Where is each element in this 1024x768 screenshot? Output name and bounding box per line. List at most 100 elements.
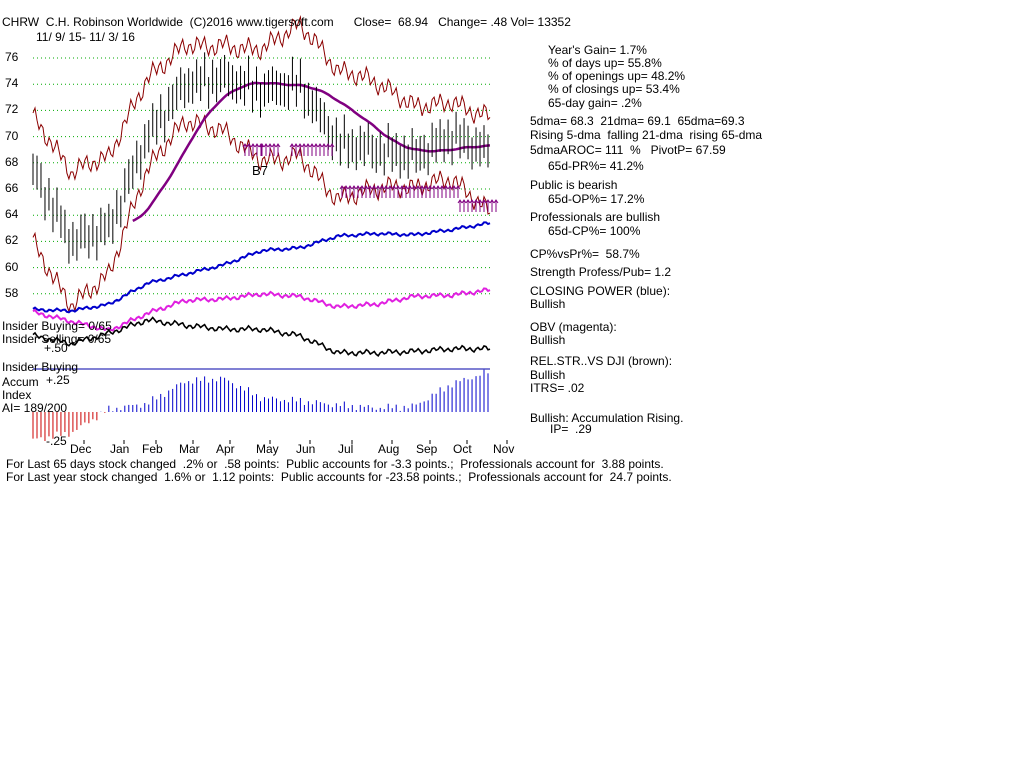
buy-arrow [359,185,365,198]
month-tick-nov: Nov [493,442,515,456]
buy-arrow [263,143,269,156]
month-tick-jan: Jan [110,442,130,456]
buy-arrow [375,185,381,198]
buy-arrow [391,185,397,198]
buy-arrow [493,199,499,212]
price-tick-68: 68 [5,154,19,169]
buy-arrow [419,185,425,198]
buy-arrow [443,185,449,198]
buy-arrow [399,185,405,198]
price-tick-58: 58 [5,285,19,300]
buy-arrow [321,143,327,156]
buy-arrows [242,143,499,212]
buy-arrow [473,199,479,212]
plus50-label: +.50 [44,341,68,355]
buy-arrow [439,185,445,198]
relstr-status: Bullish [530,368,566,382]
buy-arrow [289,143,295,156]
month-tick-may: May [256,442,279,456]
buy-arrow [457,199,463,212]
buy-arrow [343,185,349,198]
price-tick-74: 74 [5,76,19,91]
month-tick-sep: Sep [416,442,438,456]
relstr-title: REL.STR..VS DJI (brown): [530,354,673,368]
buy-arrow [293,143,299,156]
relative-strength-line [32,316,491,370]
cp: 65d-CP%= 100% [548,224,641,238]
buy-arrow [325,143,331,156]
buy-arrow [407,185,413,198]
volume-value: Vol= 13352 [510,15,571,29]
buy-arrow [447,185,453,198]
buy-arrow [267,143,273,156]
month-tick-feb: Feb [142,442,163,456]
buy-arrow [411,185,417,198]
change-value: Change= .48 [438,15,508,29]
buy-arrow [271,143,277,156]
footer-year: For Last year stock changed 1.6% or 1.12… [6,470,672,484]
rising-dma: Rising 5-dma falling 21-dma rising 65-dm… [530,128,763,142]
obv-title: OBV (magenta): [530,320,617,334]
closing-power-title: CLOSING POWER (blue): [530,284,671,298]
buy-arrow [339,185,345,198]
month-tick-jul: Jul [338,442,354,456]
ai-label: AI= 189/200 [2,401,68,415]
buy-arrow [309,143,315,156]
buy-arrow [387,185,393,198]
buy-arrow [379,185,385,198]
month-tick-aug: Aug [378,442,400,456]
buy-arrow [427,185,433,198]
price-tick-64: 64 [5,207,19,222]
accum-rising: Bullish: Accumulation Rising. [530,411,684,425]
buy-arrow [259,143,265,156]
buy-arrow [451,185,457,198]
buy-arrow [403,185,409,198]
rel-str-path [32,316,491,357]
closing-power-path [32,221,491,314]
month-tick-oct: Oct [453,442,472,456]
header-line: CHRW C.H. Robinson Worldwide (C)2016 www… [2,16,571,29]
index-label: Index [2,388,32,402]
buy-arrow [242,143,248,156]
buy-arrow [313,143,319,156]
buy-arrow [415,185,421,198]
buy-arrow [347,185,353,198]
buy-arrow [305,143,311,156]
buy-arrow [489,199,495,212]
buy-arrow [371,185,377,198]
ma-65-line [132,81,491,223]
buy-arrow [275,143,281,156]
op: 65d-OP%= 17.2% [548,192,645,206]
pr: 65d-PR%= 41.2% [548,159,644,173]
buy-arrow [423,185,429,198]
insider-buying-count: Insider Buying= 0/65 [2,319,112,333]
minus25-label: -.25 [46,434,67,448]
accumulation-index [32,369,489,442]
price-tick-62: 62 [5,233,19,248]
month-tick-dec: Dec [70,442,92,456]
obv-line [32,287,491,332]
accum-label: Accum [2,375,39,389]
price-tick-72: 72 [5,102,19,117]
buy-arrow [435,185,441,198]
buy-arrow [485,199,491,212]
strength: Strength Profess/Pub= 1.2 [530,265,672,279]
buy-arrow [469,199,475,212]
b7-signal: B7 [252,163,268,178]
aroc: 5dmaAROC= 111 % PivotP= 67.59 [530,143,726,157]
buy-arrow [461,199,467,212]
price-tick-66: 66 [5,181,19,195]
month-tick-apr: Apr [216,442,235,456]
insider-buying-label: Insider Buying [2,360,79,374]
itrs: ITRS= .02 [530,381,585,395]
prof-bullish: Professionals are bullish [530,210,661,224]
price-bars [32,52,489,264]
buy-arrow [254,143,260,156]
days-up: % of days up= 55.8% [548,56,662,70]
price-tick-60: 60 [5,259,19,274]
buy-arrow [383,185,389,198]
buy-arrow [351,185,357,198]
close-value: Close= 68.94 [353,15,429,29]
buy-arrow [367,185,373,198]
